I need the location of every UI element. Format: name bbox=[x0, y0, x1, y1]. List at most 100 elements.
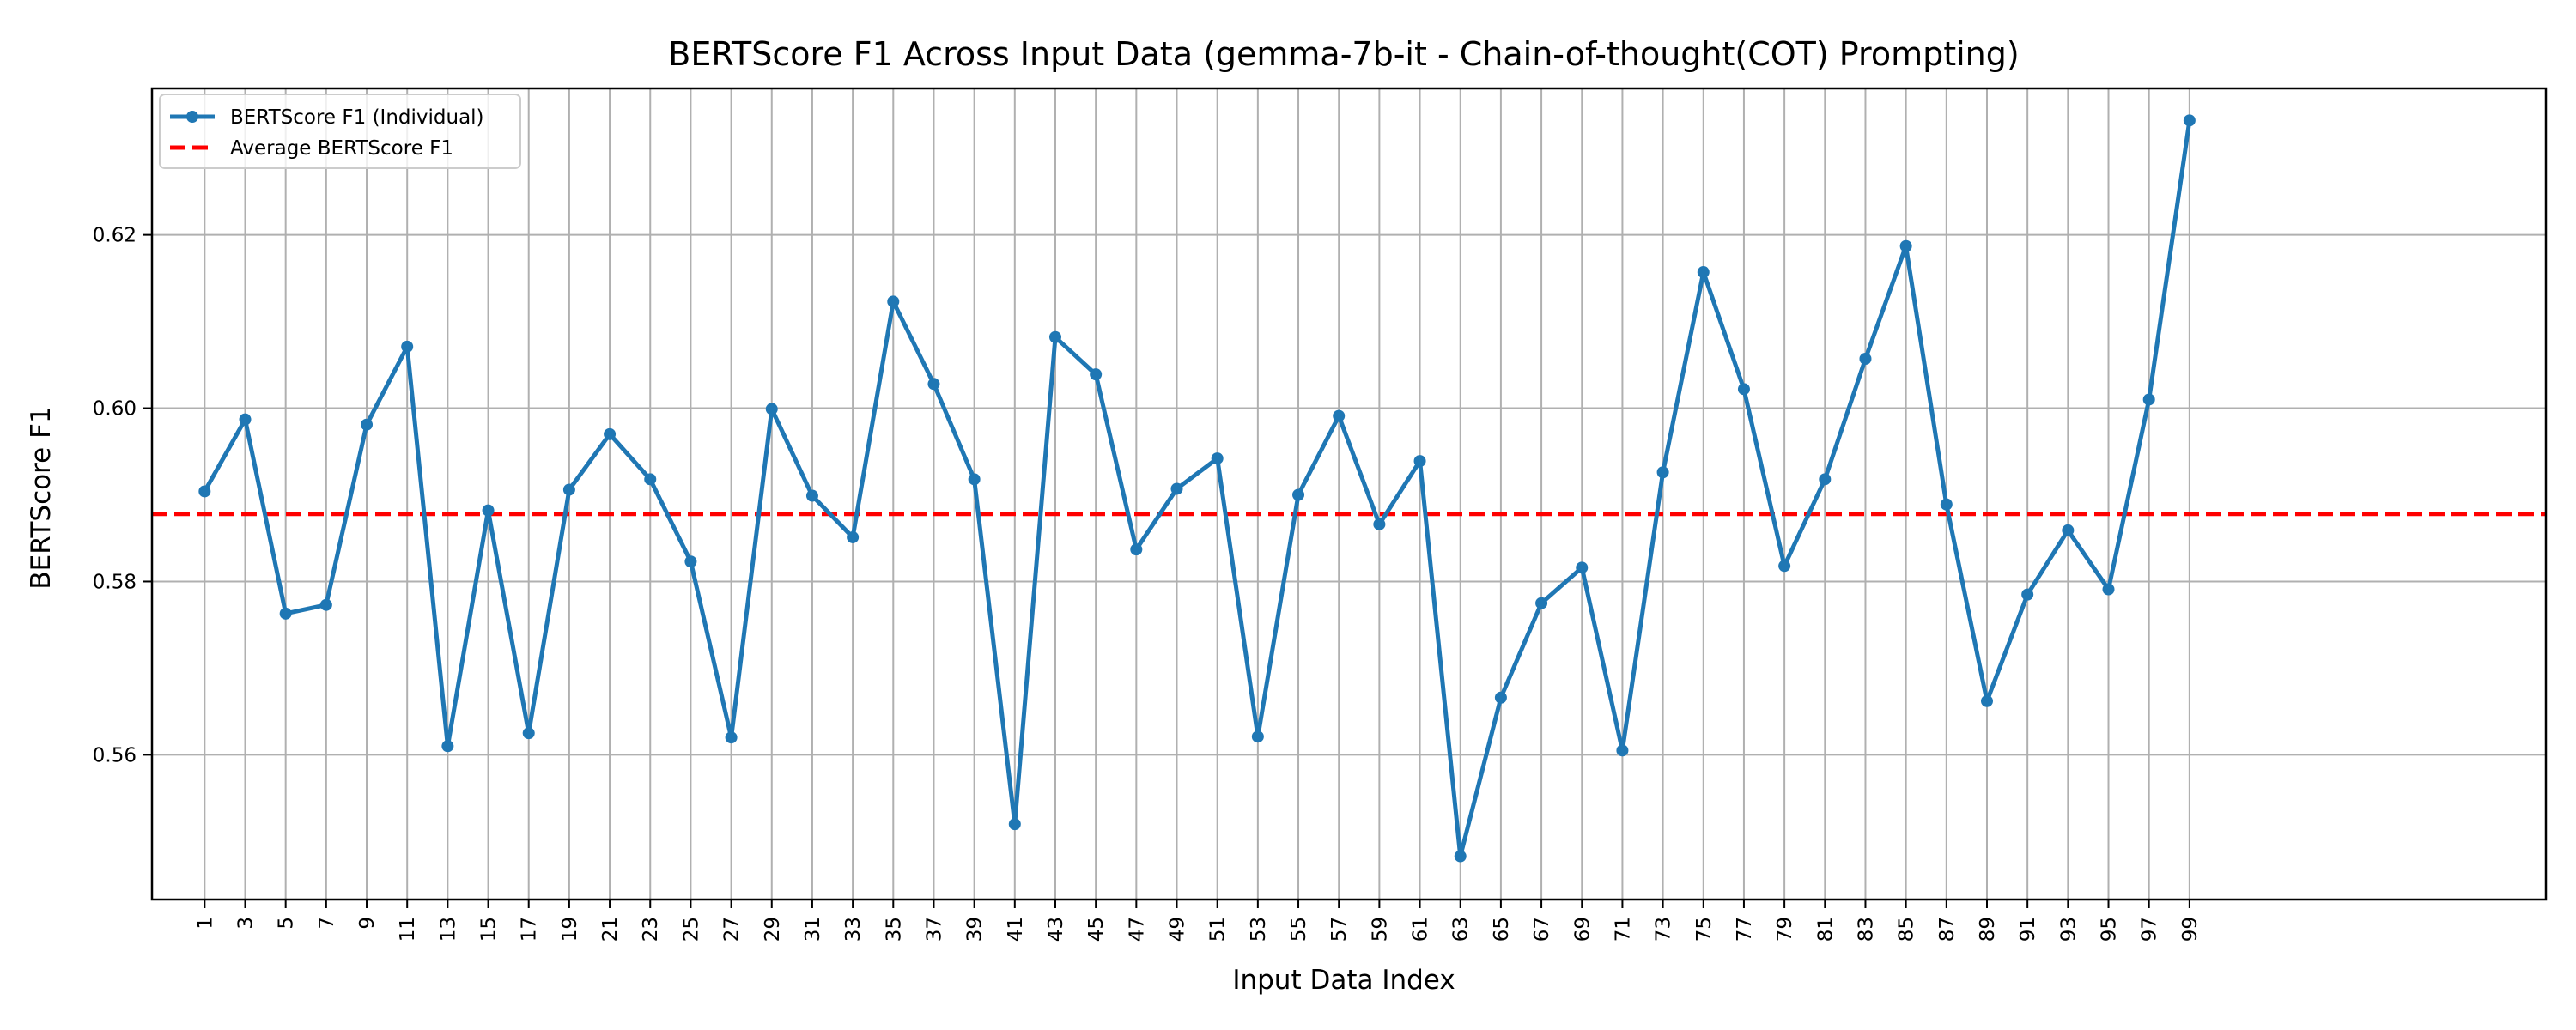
data-point bbox=[1373, 518, 1386, 530]
grid-lines bbox=[152, 88, 2546, 900]
x-tick-label: 13 bbox=[437, 917, 459, 942]
data-point bbox=[441, 740, 454, 753]
x-tick-label: 85 bbox=[1896, 917, 1918, 942]
data-point bbox=[1697, 266, 1710, 279]
x-tick-label: 57 bbox=[1328, 917, 1351, 942]
data-point bbox=[684, 555, 697, 568]
x-tick-label: 49 bbox=[1167, 917, 1189, 942]
data-point bbox=[1090, 368, 1103, 381]
x-tick-label: 75 bbox=[1693, 917, 1716, 942]
x-tick-label: 83 bbox=[1855, 917, 1877, 942]
x-tick-label: 37 bbox=[923, 917, 945, 942]
x-tick-label: 3 bbox=[235, 917, 258, 930]
x-tick-label: 15 bbox=[478, 917, 501, 942]
x-tick-label: 73 bbox=[1653, 917, 1675, 942]
data-point bbox=[1454, 850, 1467, 863]
data-point bbox=[1292, 488, 1305, 501]
data-point bbox=[644, 473, 657, 486]
x-tick-label: 89 bbox=[1977, 917, 1999, 942]
x-tick-label: 91 bbox=[2017, 917, 2039, 942]
x-axis-label: Input Data Index bbox=[1232, 965, 1455, 996]
x-tick-label: 99 bbox=[2179, 917, 2202, 942]
x-tick-label: 79 bbox=[1774, 917, 1796, 942]
data-point bbox=[805, 489, 818, 502]
data-point bbox=[1170, 482, 1183, 495]
data-point bbox=[1940, 498, 1953, 511]
x-tick-label: 25 bbox=[680, 917, 702, 942]
data-point bbox=[482, 504, 495, 517]
data-point bbox=[1980, 694, 1993, 707]
data-point bbox=[887, 295, 900, 308]
data-point bbox=[847, 530, 860, 543]
x-tick-label: 19 bbox=[559, 917, 581, 942]
legend-label-average: Average BERTScore F1 bbox=[230, 137, 453, 160]
x-tick-label: 39 bbox=[964, 917, 987, 942]
x-tick-label: 63 bbox=[1450, 917, 1473, 942]
data-point bbox=[1778, 560, 1791, 573]
x-tick-label: 51 bbox=[1207, 917, 1230, 942]
data-point bbox=[2062, 524, 2075, 536]
x-tick-label: 41 bbox=[1005, 917, 1027, 942]
x-tick-label: 47 bbox=[1126, 917, 1148, 942]
data-point bbox=[1008, 818, 1021, 831]
data-point bbox=[239, 413, 252, 426]
y-tick-label: 0.56 bbox=[93, 744, 137, 766]
x-tick-label: 97 bbox=[2139, 917, 2161, 942]
chart-title: BERTScore F1 Across Input Data (gemma-7b… bbox=[668, 35, 2019, 73]
x-tick-label: 1 bbox=[194, 917, 216, 930]
x-tick-label: 9 bbox=[356, 917, 379, 930]
data-point bbox=[279, 607, 292, 620]
data-point bbox=[1535, 597, 1548, 609]
data-point bbox=[401, 340, 414, 353]
data-point bbox=[968, 473, 981, 486]
series-layer bbox=[198, 114, 2196, 863]
data-point bbox=[1494, 691, 1507, 704]
legend-label-individual: BERTScore F1 (Individual) bbox=[230, 106, 484, 129]
data-point bbox=[319, 598, 332, 611]
x-tick-label: 67 bbox=[1531, 917, 1553, 942]
data-point bbox=[1819, 473, 1832, 486]
y-axis-label: BERTScore F1 bbox=[26, 406, 57, 589]
x-tick-label: 23 bbox=[640, 917, 662, 942]
x-tick-label: 17 bbox=[519, 917, 541, 942]
data-point bbox=[1899, 239, 1912, 252]
y-tick-label: 0.58 bbox=[93, 571, 137, 593]
data-point bbox=[1616, 744, 1629, 757]
data-point bbox=[522, 727, 535, 740]
x-tick-label: 55 bbox=[1288, 917, 1310, 942]
data-point bbox=[1656, 466, 1669, 479]
x-tick-label: 87 bbox=[1936, 917, 1959, 942]
axis-ticks: 1 3 5 7 9 11 13 15 17 19 21 23 25 27 29 31 33 35 37 39 41 43 4… bbox=[93, 225, 2202, 942]
data-point bbox=[1333, 409, 1346, 422]
legend-box bbox=[159, 94, 521, 169]
x-tick-label: 77 bbox=[1734, 917, 1756, 942]
data-point bbox=[927, 378, 940, 391]
data-point bbox=[765, 403, 778, 415]
x-tick-label: 45 bbox=[1085, 917, 1108, 942]
x-tick-label: 31 bbox=[802, 917, 824, 942]
x-tick-label: 69 bbox=[1571, 917, 1594, 942]
x-tick-label: 61 bbox=[1410, 917, 1432, 942]
data-point bbox=[562, 483, 575, 496]
series-line-individual bbox=[203, 120, 2192, 858]
legend-marker-individual bbox=[186, 111, 198, 123]
data-point bbox=[1737, 383, 1750, 396]
x-tick-label: 33 bbox=[842, 917, 865, 942]
x-tick-label: 43 bbox=[1045, 917, 1067, 942]
x-tick-label: 29 bbox=[762, 917, 784, 942]
data-point bbox=[2142, 393, 2155, 406]
y-tick-label: 0.60 bbox=[93, 398, 137, 421]
x-tick-label: 11 bbox=[397, 917, 419, 942]
data-point bbox=[2102, 583, 2115, 596]
data-point bbox=[1413, 455, 1426, 468]
data-point bbox=[604, 427, 617, 440]
x-tick-label: 81 bbox=[1814, 917, 1837, 942]
x-tick-label: 65 bbox=[1491, 917, 1513, 942]
x-tick-label: 21 bbox=[599, 917, 622, 942]
legend: BERTScore F1 (Individual) Average BERTSc… bbox=[159, 94, 521, 169]
x-tick-label: 5 bbox=[276, 917, 298, 930]
x-tick-label: 53 bbox=[1248, 917, 1270, 942]
x-tick-label: 93 bbox=[2057, 917, 2080, 942]
data-point bbox=[1251, 730, 1264, 743]
